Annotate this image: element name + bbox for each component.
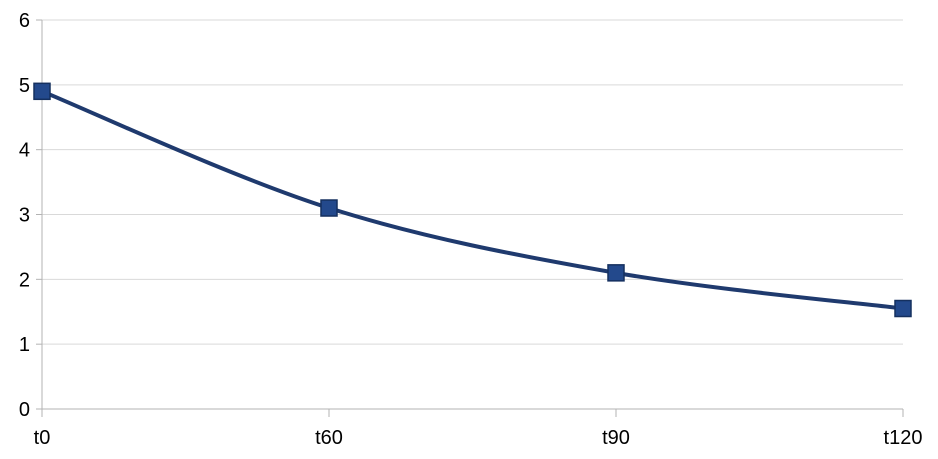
x-axis-tick-labels: t0 t60 t90 t120 — [34, 427, 923, 449]
data-point-t60 — [320, 199, 338, 217]
y-tick-label: 4 — [19, 140, 30, 162]
x-tick-label: t90 — [602, 427, 630, 449]
y-tick-label: 0 — [19, 399, 30, 421]
series-group — [33, 82, 912, 318]
y-tick-label: 5 — [19, 75, 30, 97]
y-tick-label: 1 — [19, 334, 30, 356]
y-axis-tick-labels: 0 1 2 3 4 5 6 — [19, 10, 30, 421]
axes — [36, 19, 904, 417]
gridlines — [42, 19, 903, 345]
series-line-0 — [40, 89, 905, 311]
x-tick-label: t0 — [34, 427, 51, 449]
y-tick-label: 6 — [19, 10, 30, 32]
x-tick-label: t120 — [884, 427, 923, 449]
y-tick-label: 2 — [19, 269, 30, 291]
data-point-t0 — [33, 82, 51, 101]
y-tick-label: 3 — [19, 205, 30, 227]
x-tick-label: t60 — [315, 427, 343, 449]
data-point-t90 — [607, 264, 625, 282]
data-point-t120 — [894, 299, 912, 318]
